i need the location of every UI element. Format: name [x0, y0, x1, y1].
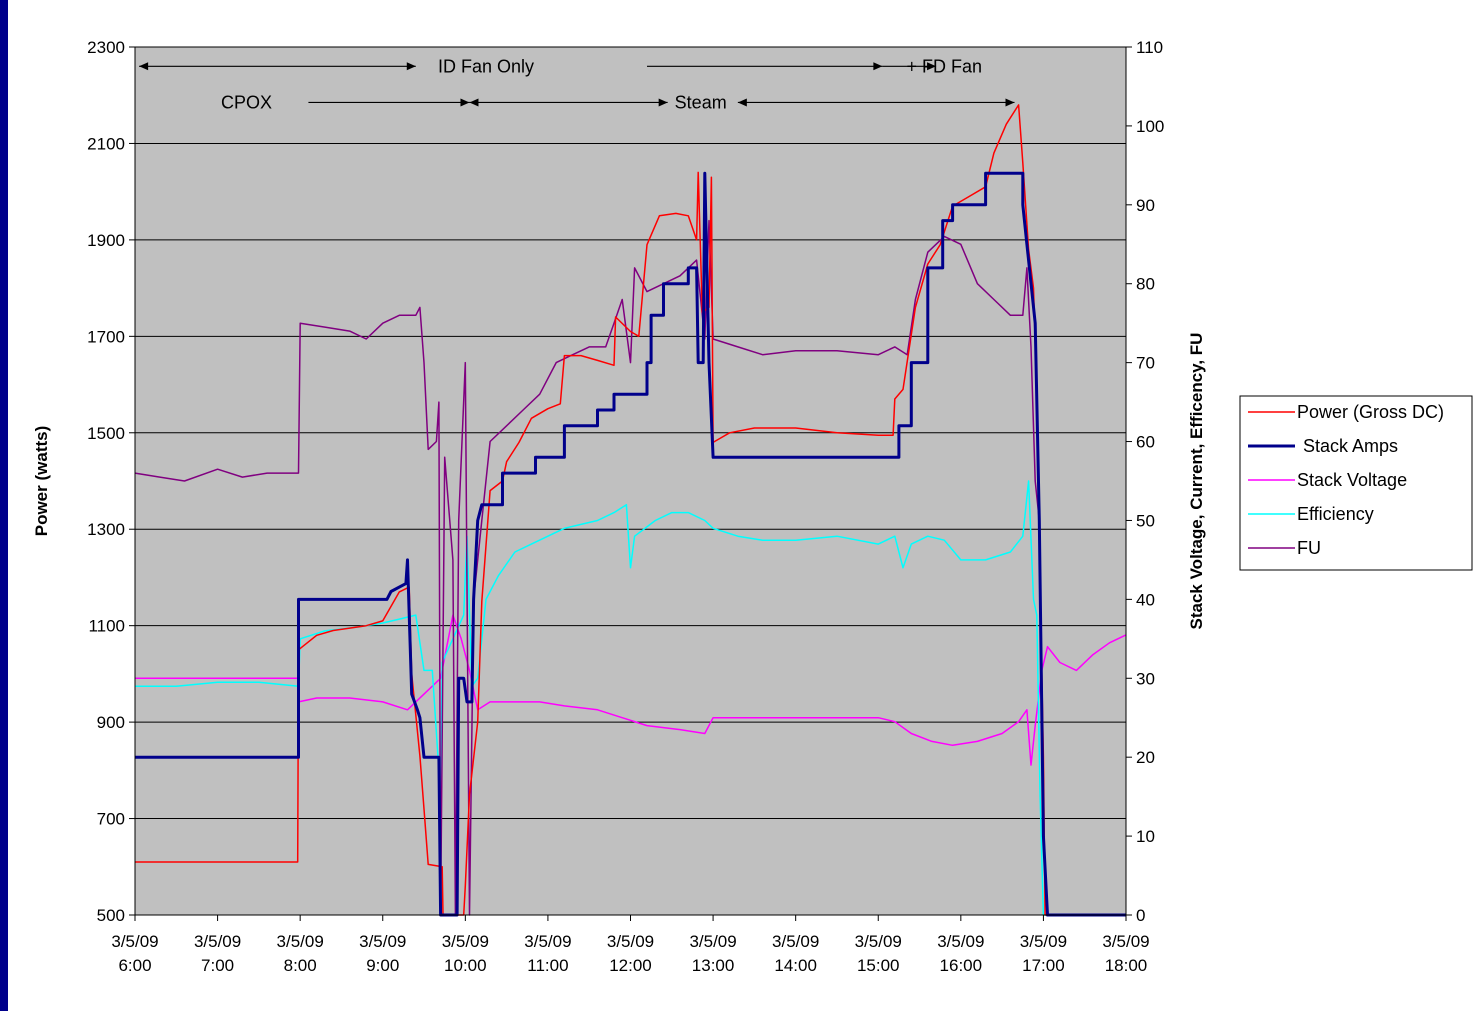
arrow-head [460, 98, 470, 107]
chart-frame: 500 700 900 1100 1300 1500 1700 1900 2100 2300 0 10… [8, 0, 1473, 1011]
y2-tick-label: 60 [1136, 433, 1155, 452]
y2-axis-title: Stack Voltage, Current, Efficency, FU [1187, 333, 1206, 630]
y-tick-label: 1100 [88, 617, 125, 636]
x-tick-date: 3/5/09 [937, 932, 984, 951]
y2-tick-label: 10 [1136, 827, 1155, 846]
x-tick-time: 18:00 [1105, 956, 1148, 975]
x-tick-time: 7:00 [201, 956, 234, 975]
x-tick-date: 3/5/09 [442, 932, 489, 951]
arrow-head [737, 98, 747, 107]
arrow-head [658, 98, 668, 107]
arrow-head [406, 62, 416, 71]
legend-label: Efficiency [1297, 504, 1374, 524]
series-line-power-gross-dc [135, 104, 1126, 916]
legend-label: Power (Gross DC) [1297, 402, 1444, 422]
x-tick-time: 15:00 [857, 956, 900, 975]
arrow-head [139, 62, 149, 71]
series-line-stack-amps [135, 171, 1126, 917]
annotations: ID Fan Only + FD Fan CPOX Steam [139, 56, 1015, 112]
x-tick-time: 10:00 [444, 956, 487, 975]
x-tick-time: 14:00 [774, 956, 817, 975]
arrow-head [927, 62, 937, 71]
x-tick-date: 3/5/09 [359, 932, 406, 951]
series-layer [134, 104, 1127, 917]
y2-tick-label: 0 [1136, 906, 1145, 925]
y-tick-label: 2300 [87, 38, 125, 57]
x-tick-date: 3/5/09 [1102, 932, 1149, 951]
y-tick-label: 1300 [87, 520, 125, 539]
y-tick-label: 1900 [87, 231, 125, 250]
series-line-efficiency [135, 480, 1126, 916]
x-tick-date: 3/5/09 [524, 932, 571, 951]
x-tick-date: 3/5/09 [607, 932, 654, 951]
annotation-label: Steam [675, 92, 727, 112]
annotation-label: ID Fan Only [438, 56, 534, 76]
annotation-label: + FD Fan [907, 56, 983, 76]
y-axis-title: Power (watts) [32, 426, 51, 537]
arrow-head [1005, 98, 1015, 107]
legend-label: Stack Amps [1303, 436, 1398, 456]
legend: Power (Gross DC) Stack Amps Stack Voltage E… [1239, 395, 1473, 571]
y-tick-label: 2100 [87, 134, 125, 153]
x-tick-date: 3/5/09 [855, 932, 902, 951]
y-tick-label: 700 [97, 810, 125, 829]
x-tick-time: 12:00 [609, 956, 652, 975]
y2-tick-label: 100 [1136, 117, 1164, 136]
series-line-stack-voltage [135, 614, 1127, 766]
y2-tick-label: 20 [1136, 748, 1155, 767]
axes: 500 700 900 1100 1300 1500 1700 1900 2100 2300 0 10… [87, 38, 1164, 975]
x-tick-time: 6:00 [118, 956, 151, 975]
y-tick-label: 500 [97, 906, 125, 925]
x-tick-time: 17:00 [1022, 956, 1065, 975]
x-tick-time: 13:00 [692, 956, 735, 975]
y2-tick-label: 80 [1136, 275, 1155, 294]
x-tick-time: 16:00 [940, 956, 983, 975]
x-tick-time: 11:00 [527, 956, 568, 975]
y2-tick-label: 90 [1136, 196, 1155, 215]
plot-area [134, 46, 1127, 916]
x-tick-time: 9:00 [366, 956, 399, 975]
legend-label: FU [1297, 538, 1321, 558]
arrow-head [469, 98, 479, 107]
y2-tick-label: 110 [1136, 38, 1163, 57]
x-tick-date: 3/5/09 [277, 932, 324, 951]
y2-tick-label: 70 [1136, 354, 1155, 373]
x-tick-date: 3/5/09 [1020, 932, 1067, 951]
y-tick-label: 900 [97, 713, 125, 732]
series-line-fu [134, 219, 1126, 916]
arrow-head [873, 62, 883, 71]
legend-box [1239, 395, 1473, 571]
y-tick-label: 1500 [87, 424, 125, 443]
x-tick-time: 8:00 [284, 956, 317, 975]
line-chart: 500 700 900 1100 1300 1500 1700 1900 2100 2300 0 10… [32, 38, 1473, 975]
y2-tick-label: 30 [1136, 669, 1155, 688]
annotation-label: CPOX [221, 92, 272, 112]
x-tick-date: 3/5/09 [689, 932, 736, 951]
y-tick-label: 1700 [87, 327, 125, 346]
x-tick-date: 3/5/09 [772, 932, 819, 951]
y2-tick-label: 40 [1136, 590, 1155, 609]
legend-label: Stack Voltage [1297, 470, 1407, 490]
x-tick-date: 3/5/09 [194, 932, 241, 951]
x-tick-date: 3/5/09 [111, 932, 158, 951]
y2-tick-label: 50 [1136, 511, 1155, 530]
